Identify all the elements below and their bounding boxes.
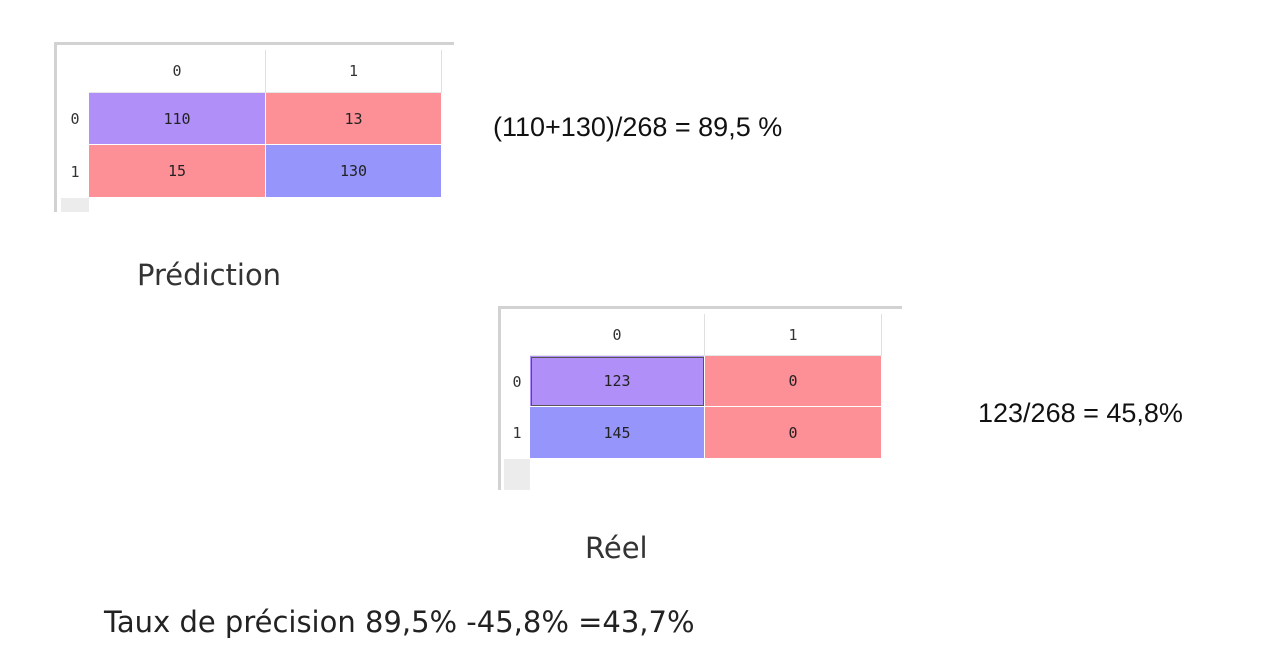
column-header-1[interactable]: 1: [705, 314, 882, 356]
reel-caption: Réel: [585, 531, 648, 565]
reel-accuracy-formula: 123/268 = 45,8%: [978, 398, 1183, 428]
row-header-0[interactable]: 0: [70, 110, 80, 128]
reel-matrix: 0 1 0 1 123 0 145 0: [498, 306, 902, 490]
matrix-cell-0-1[interactable]: 13: [266, 93, 442, 145]
column-header-1[interactable]: 1: [266, 50, 442, 93]
prediction-caption: Prédiction: [137, 258, 282, 292]
precision-summary: Taux de précision 89,5% -45,8% =43,7%: [104, 605, 695, 639]
row-header-1[interactable]: 1: [512, 424, 522, 442]
matrix-cell-1-0[interactable]: 145: [530, 407, 705, 459]
matrix-cell-0-0[interactable]: 123: [530, 356, 705, 407]
matrix-cell-1-1[interactable]: 130: [266, 145, 442, 198]
column-header-0[interactable]: 0: [89, 50, 266, 93]
column-header-0[interactable]: 0: [530, 314, 705, 356]
matrix-frame-top: [498, 306, 902, 309]
row-header-1[interactable]: 1: [70, 162, 80, 181]
prediction-matrix: 0 1 0 1 110 13 15 130: [54, 42, 454, 212]
matrix-frame-top: [54, 42, 454, 45]
row-header-0[interactable]: 0: [512, 372, 522, 391]
matrix-cell-1-1[interactable]: 0: [705, 407, 882, 459]
matrix-row-header-footer: [61, 198, 89, 212]
matrix-row-header-footer: [504, 459, 530, 490]
matrix-cell-0-0[interactable]: 110: [89, 93, 266, 145]
matrix-frame-left: [54, 42, 57, 212]
prediction-accuracy-formula: (110+130)/268 = 89,5 %: [493, 112, 783, 142]
matrix-cell-0-1[interactable]: 0: [705, 356, 882, 407]
matrix-cell-1-0[interactable]: 15: [89, 145, 266, 198]
matrix-frame-left: [498, 306, 501, 490]
